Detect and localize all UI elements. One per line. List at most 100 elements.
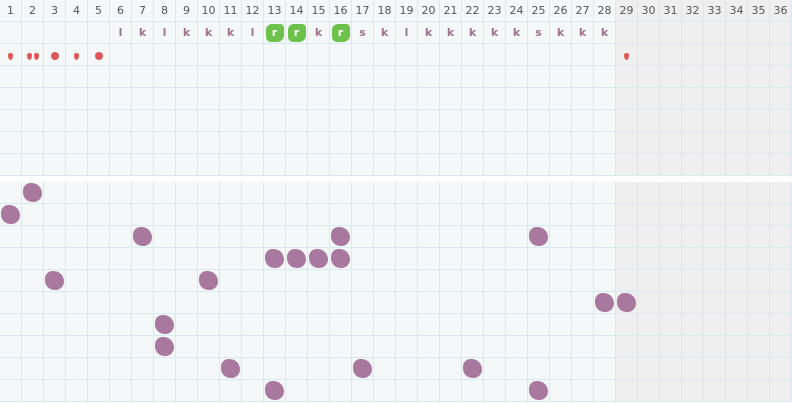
grid-cell[interactable] xyxy=(638,66,660,88)
grid-cell[interactable] xyxy=(330,88,352,110)
grid-cell[interactable] xyxy=(594,182,616,204)
grid-cell[interactable] xyxy=(396,336,418,358)
marker-cell[interactable] xyxy=(22,44,44,66)
grid-cell[interactable] xyxy=(88,182,110,204)
grid-cell[interactable] xyxy=(638,110,660,132)
grid-cell[interactable] xyxy=(154,88,176,110)
grid-cell[interactable] xyxy=(550,380,572,402)
grid-cell[interactable] xyxy=(506,204,528,226)
grid-cell[interactable] xyxy=(660,336,682,358)
grid-cell[interactable] xyxy=(198,88,220,110)
grid-cell[interactable] xyxy=(154,204,176,226)
grid-cell[interactable] xyxy=(88,358,110,380)
letter-cell[interactable]: k xyxy=(484,22,506,44)
grid-cell[interactable] xyxy=(176,226,198,248)
letter-cell[interactable]: s xyxy=(528,22,550,44)
grid-cell[interactable] xyxy=(132,132,154,154)
grid-cell[interactable] xyxy=(44,336,66,358)
grid-cell[interactable] xyxy=(88,270,110,292)
grid-cell[interactable] xyxy=(176,358,198,380)
grid-cell[interactable] xyxy=(660,110,682,132)
grid-cell[interactable] xyxy=(528,358,550,380)
grid-cell[interactable] xyxy=(308,248,330,270)
grid-cell[interactable] xyxy=(22,314,44,336)
grid-cell[interactable] xyxy=(198,226,220,248)
grid-cell[interactable] xyxy=(550,358,572,380)
grid-cell[interactable] xyxy=(506,380,528,402)
grid-cell[interactable] xyxy=(594,292,616,314)
grid-cell[interactable] xyxy=(110,248,132,270)
grid-cell[interactable] xyxy=(264,66,286,88)
grid-cell[interactable] xyxy=(660,132,682,154)
grid-cell[interactable] xyxy=(396,132,418,154)
grid-cell[interactable] xyxy=(198,154,220,176)
grid-cell[interactable] xyxy=(418,336,440,358)
grid-cell[interactable] xyxy=(484,110,506,132)
grid-cell[interactable] xyxy=(0,314,22,336)
grid-cell[interactable] xyxy=(286,336,308,358)
marker-cell[interactable] xyxy=(132,44,154,66)
marker-cell[interactable] xyxy=(418,44,440,66)
grid-cell[interactable] xyxy=(44,314,66,336)
letter-cell[interactable]: r xyxy=(330,22,352,44)
grid-cell[interactable] xyxy=(264,270,286,292)
grid-cell[interactable] xyxy=(66,380,88,402)
grid-cell[interactable] xyxy=(550,88,572,110)
grid-cell[interactable] xyxy=(0,358,22,380)
grid-cell[interactable] xyxy=(88,132,110,154)
grid-cell[interactable] xyxy=(198,314,220,336)
grid-cell[interactable] xyxy=(550,270,572,292)
grid-cell[interactable] xyxy=(572,380,594,402)
grid-cell[interactable] xyxy=(572,336,594,358)
grid-cell[interactable] xyxy=(770,66,792,88)
grid-cell[interactable] xyxy=(286,292,308,314)
grid-cell[interactable] xyxy=(484,380,506,402)
grid-cell[interactable] xyxy=(352,88,374,110)
grid-cell[interactable] xyxy=(198,336,220,358)
grid-cell[interactable] xyxy=(660,88,682,110)
marker-cell[interactable] xyxy=(154,44,176,66)
grid-cell[interactable] xyxy=(352,132,374,154)
marker-cell[interactable] xyxy=(330,44,352,66)
grid-cell[interactable] xyxy=(374,270,396,292)
grid-cell[interactable] xyxy=(242,270,264,292)
grid-cell[interactable] xyxy=(154,336,176,358)
grid-cell[interactable] xyxy=(352,380,374,402)
grid-cell[interactable] xyxy=(682,226,704,248)
grid-cell[interactable] xyxy=(66,66,88,88)
grid-cell[interactable] xyxy=(308,182,330,204)
grid-cell[interactable] xyxy=(198,182,220,204)
grid-cell[interactable] xyxy=(616,66,638,88)
grid-cell[interactable] xyxy=(374,88,396,110)
grid-cell[interactable] xyxy=(440,88,462,110)
marker-cell[interactable] xyxy=(572,44,594,66)
grid-cell[interactable] xyxy=(352,248,374,270)
grid-cell[interactable] xyxy=(660,292,682,314)
grid-cell[interactable] xyxy=(462,132,484,154)
grid-cell[interactable] xyxy=(418,270,440,292)
grid-cell[interactable] xyxy=(418,226,440,248)
grid-cell[interactable] xyxy=(572,182,594,204)
marker-cell[interactable] xyxy=(506,44,528,66)
grid-cell[interactable] xyxy=(396,270,418,292)
letter-cell[interactable]: k xyxy=(462,22,484,44)
grid-cell[interactable] xyxy=(506,270,528,292)
grid-cell[interactable] xyxy=(660,248,682,270)
grid-cell[interactable] xyxy=(440,110,462,132)
grid-cell[interactable] xyxy=(396,248,418,270)
grid-cell[interactable] xyxy=(528,380,550,402)
grid-cell[interactable] xyxy=(132,88,154,110)
grid-cell[interactable] xyxy=(110,88,132,110)
grid-cell[interactable] xyxy=(528,314,550,336)
grid-cell[interactable] xyxy=(594,336,616,358)
grid-cell[interactable] xyxy=(462,292,484,314)
grid-cell[interactable] xyxy=(660,204,682,226)
grid-cell[interactable] xyxy=(0,154,22,176)
grid-cell[interactable] xyxy=(616,226,638,248)
grid-cell[interactable] xyxy=(220,380,242,402)
grid-cell[interactable] xyxy=(748,336,770,358)
grid-cell[interactable] xyxy=(154,270,176,292)
grid-cell[interactable] xyxy=(550,154,572,176)
grid-cell[interactable] xyxy=(594,248,616,270)
letter-cell[interactable]: k xyxy=(308,22,330,44)
